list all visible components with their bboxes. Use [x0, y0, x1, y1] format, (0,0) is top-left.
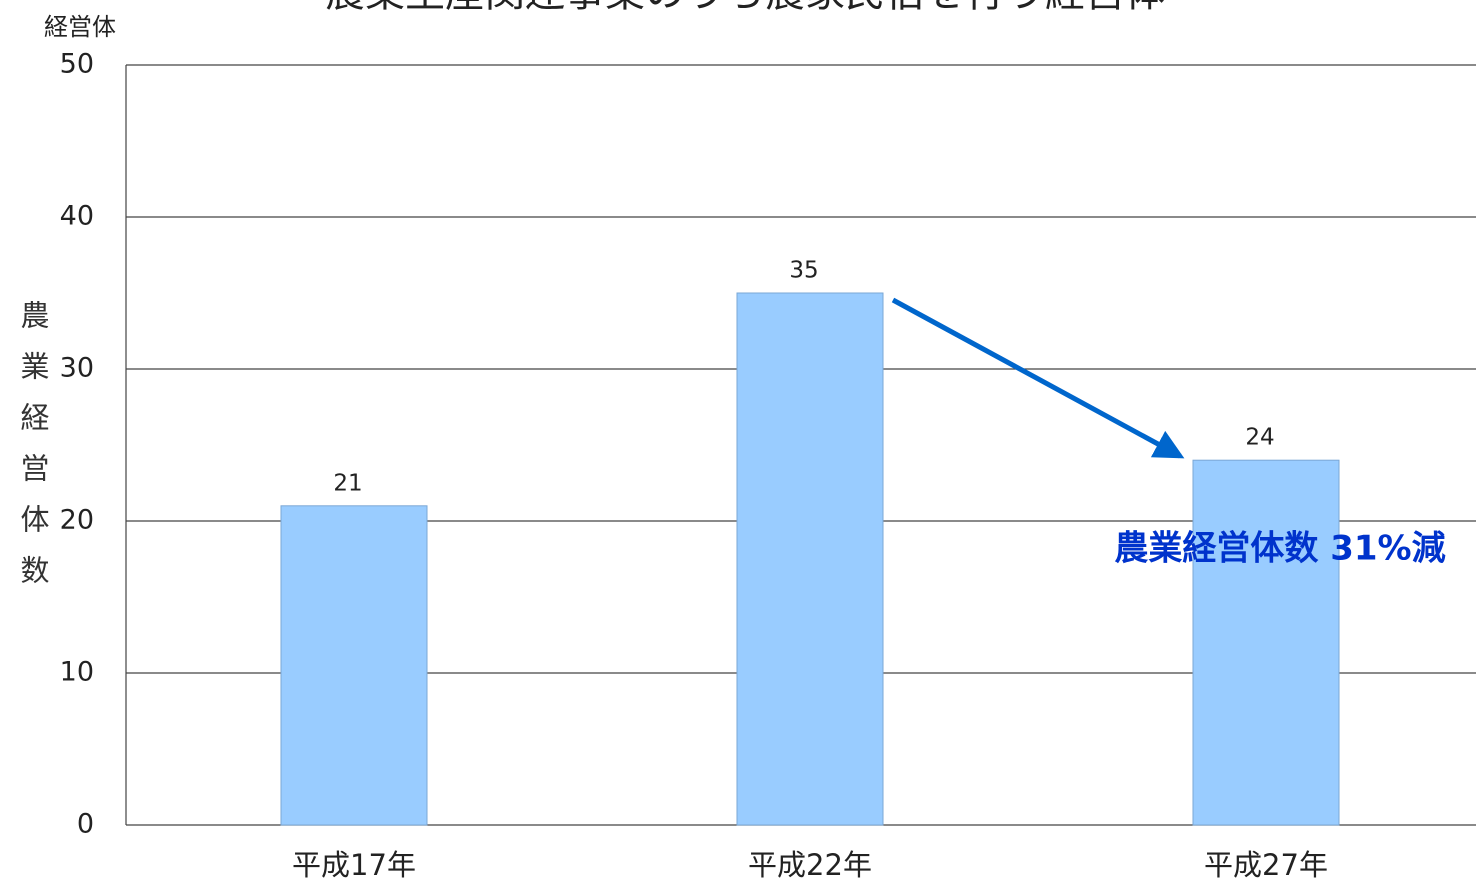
data-label: 35 — [789, 258, 818, 284]
x-tick-label: 平成22年 — [748, 848, 872, 882]
y-tick-label: 40 — [60, 201, 94, 232]
data-label: 24 — [1245, 425, 1274, 451]
chart-title: 農業生産関連事業のうち農家民宿を行う経営体 — [325, 0, 1165, 16]
y-tick-label: 50 — [60, 49, 94, 80]
bar — [736, 292, 884, 826]
bar — [280, 505, 428, 826]
plot-area: 0 10 20 30 40 50 平成17年 21 平成22年 35 平成27年 24 — [60, 49, 1476, 882]
data-label: 21 — [333, 470, 362, 496]
y-tick-label: 20 — [60, 505, 94, 536]
annotation: 農業経営体数 31%減 — [1114, 529, 1445, 569]
y-axis-label: 農業経営体数 — [16, 300, 50, 606]
x-tick-label: 平成17年 — [292, 848, 416, 882]
y-tick-label: 30 — [60, 353, 94, 384]
x-tick-label: 平成27年 — [1204, 848, 1328, 882]
y-tick-label: 0 — [77, 809, 94, 840]
bar — [1192, 459, 1340, 826]
y-tick-label: 10 — [60, 657, 94, 688]
trend-arrow — [891, 297, 1185, 459]
unit-label: 経営体 — [44, 13, 116, 41]
